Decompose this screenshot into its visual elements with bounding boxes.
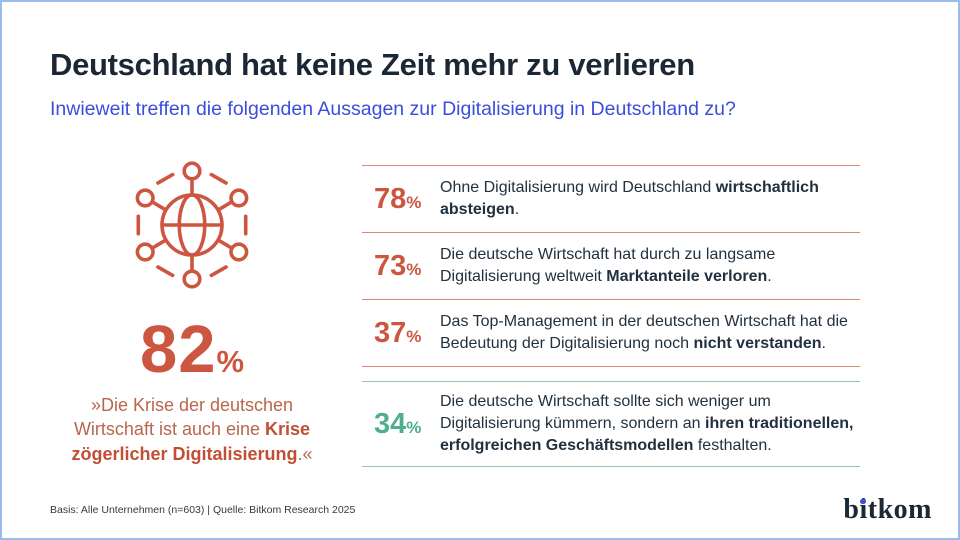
divider <box>362 165 860 166</box>
bitkom-logo: bitkom <box>843 494 932 526</box>
page-title: Deutschland hat keine Zeit mehr zu verli… <box>50 47 695 82</box>
stats-list: 78% Ohne Digitalisierung wird Deutschlan… <box>362 165 860 467</box>
source-note: Basis: Alle Unternehmen (n=603) | Quelle… <box>50 504 356 516</box>
globe-network-icon <box>135 161 249 289</box>
stat-value: 34% <box>374 407 422 440</box>
bitkom-logo-text: bitkom <box>843 494 932 525</box>
divider <box>362 232 860 233</box>
highlight-value: 82% <box>42 316 342 383</box>
stat-text: Ohne Digitalisierung wird Deutschland wi… <box>440 179 819 218</box>
stat-text: Das Top-Management in der deutschen Wirt… <box>440 313 848 352</box>
quote-text-suffix: .« <box>297 443 313 464</box>
highlight-percent-sign: % <box>216 344 245 379</box>
logo-i-dot <box>860 498 866 504</box>
page-subtitle: Inwieweit treffen die folgenden Aussagen… <box>50 98 736 121</box>
stat-text: Die deutsche Wirtschaft sollte sich weni… <box>440 393 854 454</box>
stat-group-teal: 34% Die deutsche Wirtschaft sollte sich … <box>362 381 860 467</box>
stat-group-orange: 78% Ohne Digitalisierung wird Deutschlan… <box>362 165 860 367</box>
quote-text-regular: »Die Krise der deutschen Wirtschaft ist … <box>73 395 294 440</box>
highlight-quote: »Die Krise der deutschen Wirtschaft ist … <box>64 393 320 466</box>
header: Deutschland hat keine Zeit mehr zu verli… <box>50 47 918 121</box>
stat-row: 37% Das Top-Management in der deutschen … <box>362 300 860 366</box>
stat-row: 78% Ohne Digitalisierung wird Deutschlan… <box>362 166 860 232</box>
divider <box>362 299 860 300</box>
divider <box>362 381 860 382</box>
stat-row: 73% Die deutsche Wirtschaft hat durch zu… <box>362 233 860 299</box>
highlight-panel: 82% »Die Krise der deutschen Wirtschaft … <box>42 150 342 466</box>
quote-text-bold: Krise zögerlicher Digitalisierung <box>71 419 311 464</box>
stat-row: 34% Die deutsche Wirtschaft sollte sich … <box>362 382 860 466</box>
stat-value: 37% <box>374 316 422 349</box>
stat-value: 73% <box>374 249 422 282</box>
stat-text: Die deutsche Wirtschaft hat durch zu lan… <box>440 246 776 285</box>
divider <box>362 366 860 367</box>
stat-value: 78% <box>374 182 422 215</box>
highlight-number: 82 <box>139 312 217 387</box>
divider <box>362 466 860 467</box>
